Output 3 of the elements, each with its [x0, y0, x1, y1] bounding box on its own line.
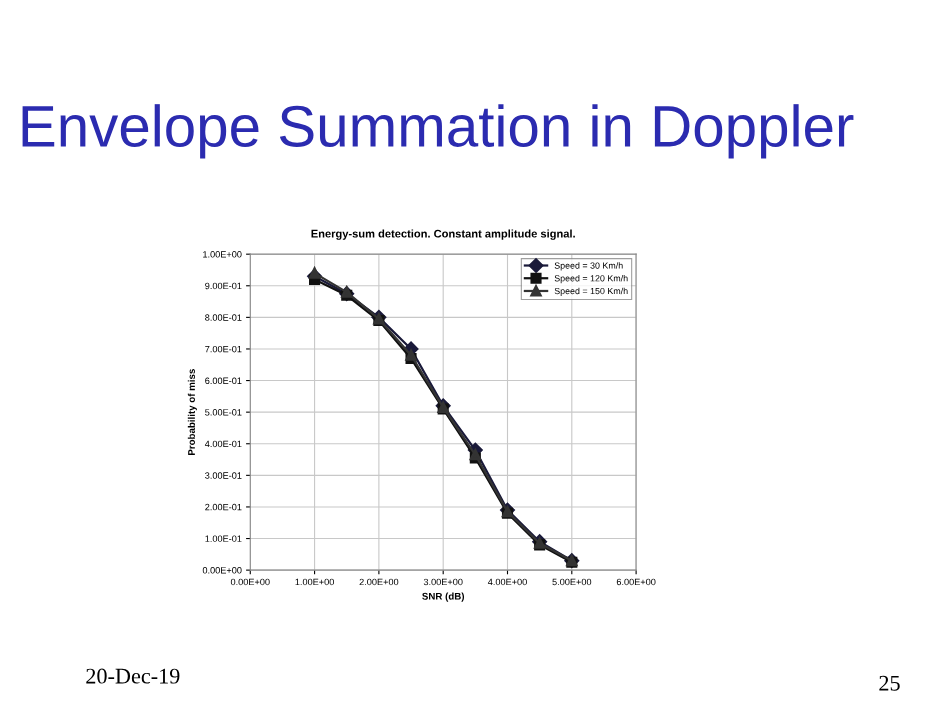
text: 20-Dec-19 [86, 668, 180, 684]
chart-title: Envelope Summation in Doppler [22, 104, 854, 159]
text: 25 [879, 675, 900, 691]
